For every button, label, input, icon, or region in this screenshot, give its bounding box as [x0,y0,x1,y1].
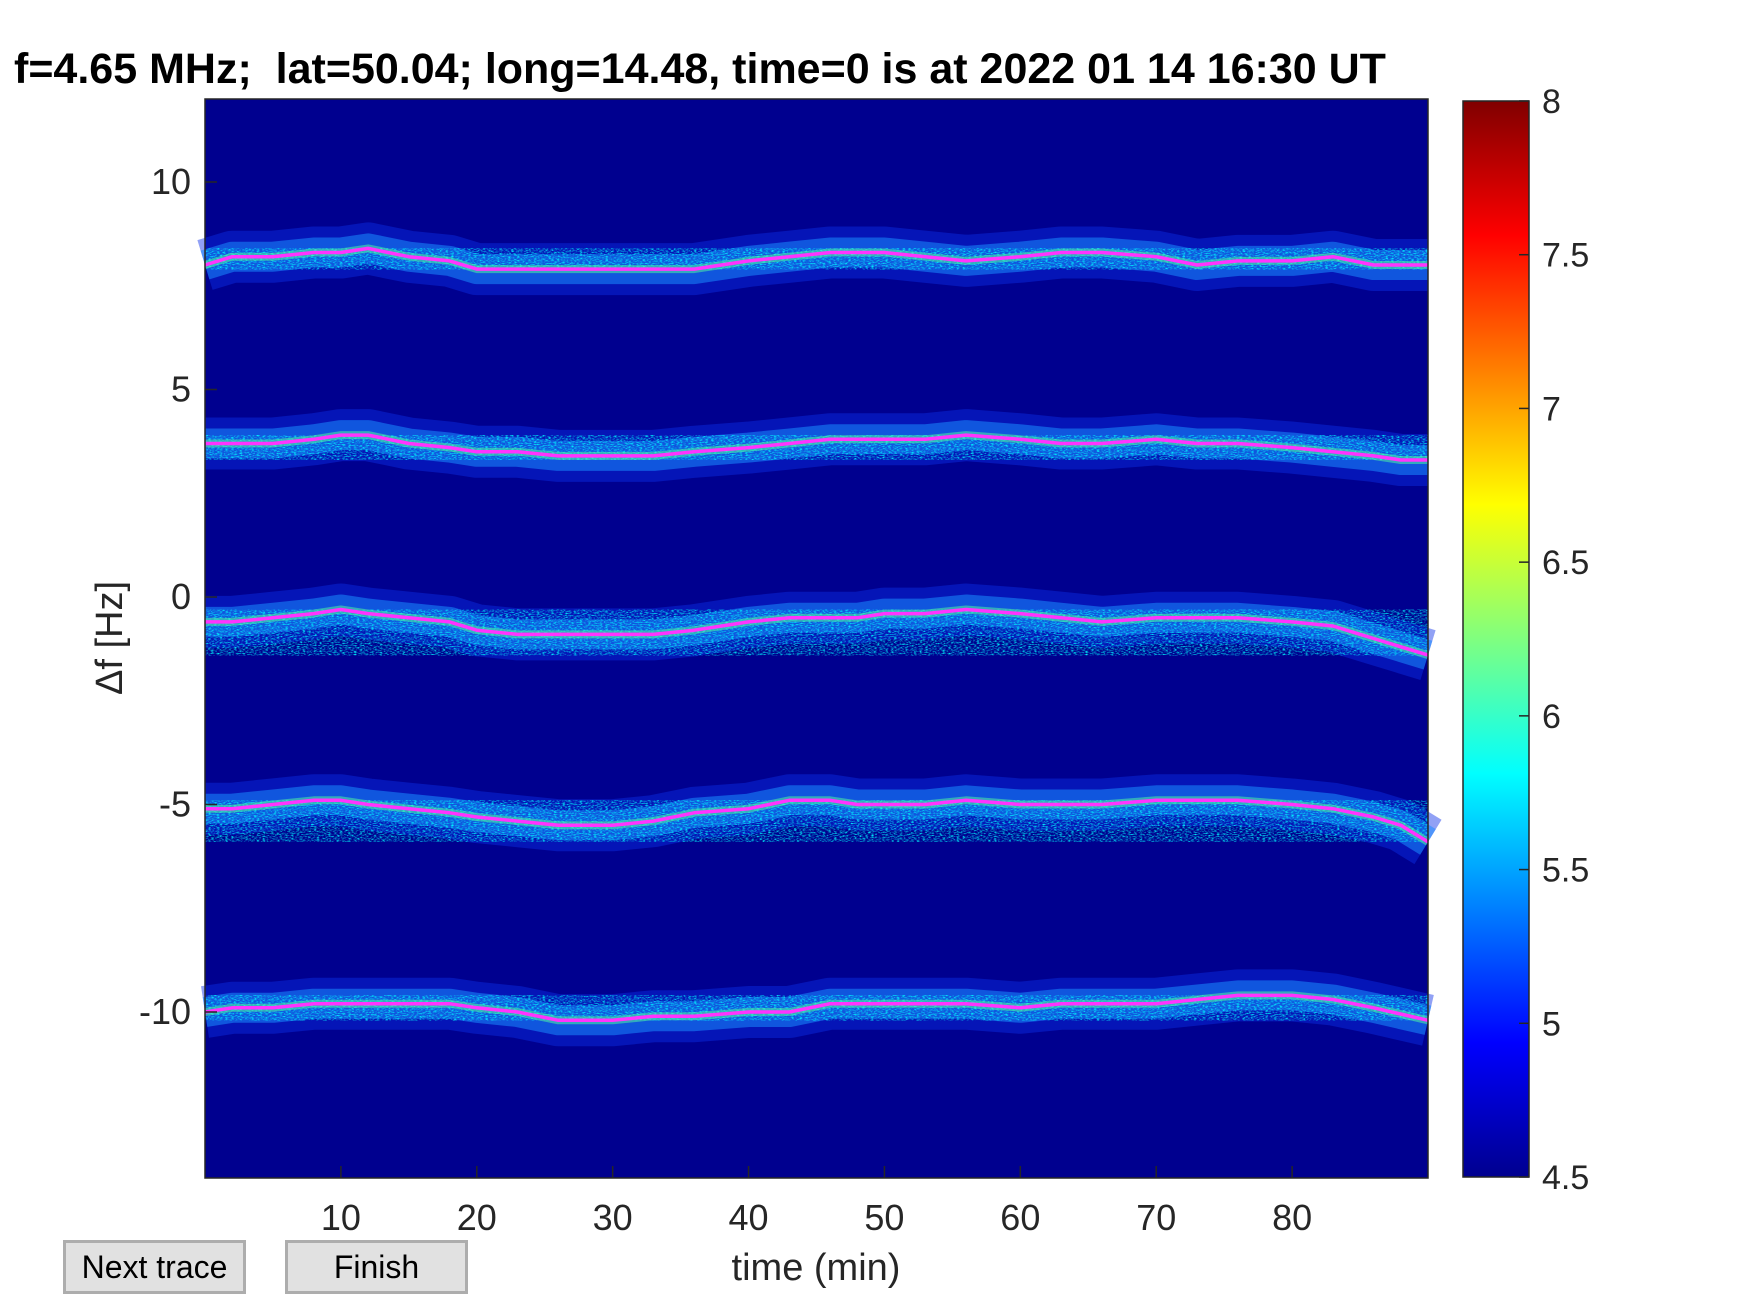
colorbar-tick-label: 7 [1542,390,1561,428]
y-axis-ticks: 10 5 0 -5 -10 [139,161,217,1032]
y-tick-label: 0 [171,576,191,617]
y-tick-label: -10 [139,991,191,1032]
trace-line-2 [205,433,1428,462]
colorbar-tick-label: 5 [1542,1005,1561,1043]
x-tick-label: 30 [593,1197,633,1238]
y-tick-label: 10 [151,161,191,202]
x-tick-label: 20 [457,1197,497,1238]
colorbar-ticks: 8 7.5 7 6.5 6 5.5 5 4.5 [1519,83,1589,1197]
colorbar-tick-label: 6.5 [1542,544,1589,582]
colorbar [1462,100,1530,1178]
chart-title: f=4.65 MHz; lat=50.04; long=14.48, time=… [14,45,1386,93]
y-tick-label: 5 [171,369,191,410]
y-axis-label: Δf [Hz] [89,581,131,695]
trace-line-3 [205,607,1429,657]
trace-line-4 [205,798,1429,844]
x-tick-label: 10 [321,1197,361,1238]
x-tick-label: 50 [864,1197,904,1238]
x-axis-ticks: 10 20 30 40 50 60 70 80 [321,1166,1312,1238]
x-axis-label: time (min) [732,1247,901,1289]
next-trace-button[interactable]: Next trace [63,1240,246,1294]
trace-line-1 [204,246,1428,271]
x-tick-label: 80 [1272,1197,1312,1238]
plot-frame [204,98,1429,1179]
x-tick-label: 60 [1000,1197,1040,1238]
colorbar-tick-label: 6 [1542,698,1561,736]
trace-line-5 [204,993,1429,1023]
colorbar-tick-label: 8 [1542,83,1561,121]
colorbar-tick-label: 5.5 [1542,852,1589,890]
y-tick-label: -5 [159,784,191,825]
trace-lines [204,246,1429,1023]
colorbar-tick-label: 7.5 [1542,237,1589,275]
x-tick-label: 70 [1136,1197,1176,1238]
x-tick-label: 40 [729,1197,769,1238]
colorbar-tick-label: 4.5 [1542,1159,1589,1197]
finish-button[interactable]: Finish [285,1240,468,1294]
